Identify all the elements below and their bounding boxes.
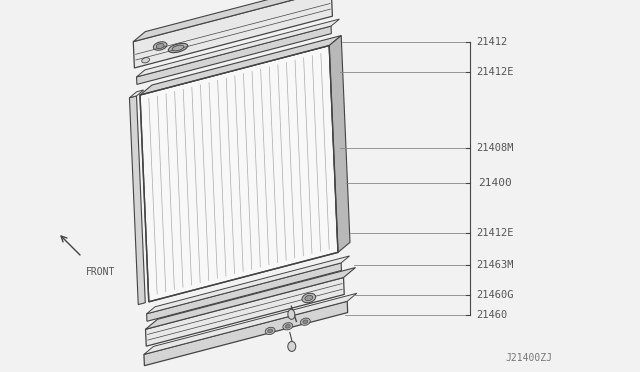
- Polygon shape: [147, 256, 349, 314]
- Ellipse shape: [265, 327, 275, 334]
- Ellipse shape: [288, 341, 296, 352]
- Ellipse shape: [156, 44, 164, 49]
- Polygon shape: [129, 90, 143, 98]
- Ellipse shape: [305, 295, 313, 301]
- Ellipse shape: [172, 45, 184, 51]
- Ellipse shape: [154, 42, 167, 50]
- Polygon shape: [329, 36, 350, 252]
- Polygon shape: [145, 267, 356, 329]
- Polygon shape: [145, 278, 344, 346]
- Ellipse shape: [268, 329, 273, 333]
- Text: 21460G: 21460G: [476, 290, 513, 300]
- Polygon shape: [133, 0, 332, 68]
- Ellipse shape: [288, 310, 295, 319]
- Polygon shape: [140, 45, 338, 302]
- Polygon shape: [136, 26, 332, 84]
- Polygon shape: [133, 0, 343, 42]
- Polygon shape: [147, 263, 342, 321]
- Ellipse shape: [285, 324, 290, 328]
- Text: 21408M: 21408M: [476, 143, 513, 153]
- Text: J21400ZJ: J21400ZJ: [505, 353, 552, 363]
- Text: 21463M: 21463M: [476, 260, 513, 270]
- Polygon shape: [144, 301, 348, 366]
- Ellipse shape: [303, 320, 308, 324]
- Ellipse shape: [300, 318, 310, 326]
- Polygon shape: [144, 293, 357, 355]
- Text: 21460: 21460: [476, 310, 508, 320]
- Text: 21400: 21400: [478, 178, 512, 188]
- Ellipse shape: [283, 323, 292, 330]
- Ellipse shape: [302, 293, 316, 303]
- Polygon shape: [140, 36, 341, 95]
- Text: 21412: 21412: [476, 37, 508, 47]
- Ellipse shape: [168, 44, 188, 53]
- Text: FRONT: FRONT: [86, 267, 115, 277]
- Text: 21412E: 21412E: [476, 228, 513, 238]
- Polygon shape: [129, 96, 145, 305]
- Text: 21412E: 21412E: [476, 67, 513, 77]
- Polygon shape: [136, 19, 339, 77]
- Ellipse shape: [141, 58, 150, 63]
